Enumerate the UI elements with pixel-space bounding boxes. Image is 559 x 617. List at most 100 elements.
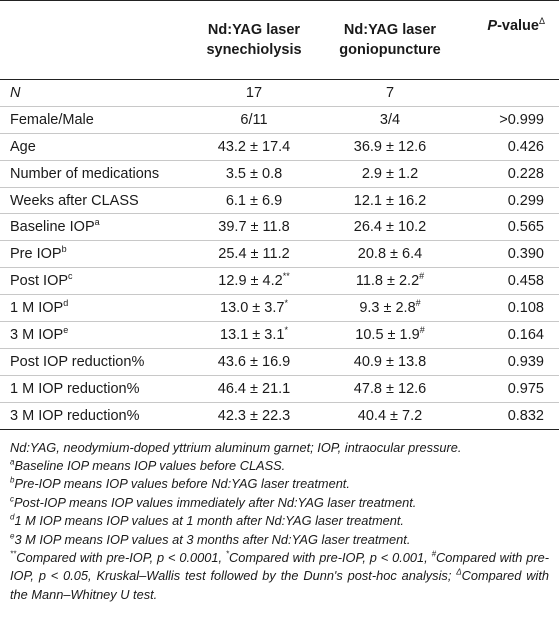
- footnote-abbrev: Nd:YAG, neodymium-doped yttrium aluminum…: [10, 439, 462, 455]
- goniopuncture-value: 26.4 ± 10.2: [353, 219, 427, 236]
- row-label: Baseline IOP: [10, 219, 95, 236]
- table-row: 1 M IOP reduction% 46.4 ± 21.1 47.8 ± 12.6…: [0, 375, 559, 403]
- row-label-cell: Age: [0, 133, 188, 161]
- goniopuncture-value: 47.8 ± 12.6: [353, 380, 427, 397]
- synechiolysis-value: 25.4 ± 11.2: [218, 246, 290, 263]
- synechiolysis-value: 13.1 ± 3.1: [220, 326, 285, 343]
- p-value-cell: 0.565: [460, 213, 559, 242]
- synechiolysis-sig-mark: *: [284, 298, 288, 309]
- goniopuncture-value: 11.8 ± 2.2: [355, 273, 420, 290]
- synechiolysis-value-cell: 25.4 ± 11.2: [188, 240, 320, 269]
- table-row: Post IOPc 12.9 ± 4.2** 11.8 ± 2.2# 0.458: [0, 267, 559, 296]
- sig-text-2: Compared with pre-IOP, p < 0.001,: [229, 550, 432, 566]
- synechiolysis-value: 46.4 ± 21.1: [217, 380, 291, 397]
- footnote-b-text: Pre-IOP means IOP values before Nd:YAG l…: [14, 476, 350, 492]
- p-value-cell: 0.939: [460, 348, 559, 376]
- goniopuncture-value: 12.1 ± 16.2: [353, 192, 427, 209]
- footnote-c-mark: c: [10, 494, 14, 504]
- synechiolysis-value-cell: 6/11: [188, 106, 320, 134]
- footnote-a-mark: a: [10, 457, 15, 467]
- table-row: Post IOP reduction% 43.6 ± 16.9 40.9 ± 13.…: [0, 348, 559, 376]
- row-label: 3 M IOP reduction%: [10, 407, 140, 424]
- header-synechiolysis-line2: synechiolysis: [206, 42, 302, 58]
- results-table: Nd:YAG laser synechiolysis Nd:YAG laser …: [0, 0, 559, 430]
- p-value-cell: 0.975: [460, 375, 559, 403]
- row-label-cell: Weeks after CLASS: [0, 187, 188, 215]
- goniopuncture-value: 10.5 ± 1.9: [355, 326, 420, 343]
- table-row: Age 43.2 ± 17.4 36.9 ± 12.6 0.426: [0, 133, 559, 161]
- row-label-sup: d: [63, 298, 69, 309]
- synechiolysis-value: 12.9 ± 4.2: [218, 273, 283, 290]
- table-row: 3 M IOPe 13.1 ± 3.1* 10.5 ± 1.9# 0.164: [0, 321, 559, 349]
- footnote-e-mark: e: [10, 531, 15, 541]
- row-label-cell: Female/Male: [0, 106, 188, 134]
- row-label: N: [10, 84, 21, 101]
- header-p-italic: P: [487, 17, 498, 34]
- sig-mark-4: Δ: [456, 568, 462, 578]
- footnote-c: cPost-IOP means IOP values immediately a…: [10, 494, 549, 512]
- sig-mark-2: *: [225, 549, 230, 559]
- header-goniopuncture-line1: Nd:YAG laser: [343, 22, 437, 38]
- synechiolysis-value: 6/11: [240, 111, 268, 128]
- synechiolysis-value-cell: 39.7 ± 11.8: [188, 213, 320, 242]
- table-row: 1 M IOPd 13.0 ± 3.7* 9.3 ± 2.8# 0.108: [0, 294, 559, 323]
- goniopuncture-value-cell: 40.9 ± 13.8: [320, 348, 460, 376]
- footnote-d-text: 1 M IOP means IOP values at 1 month afte…: [14, 513, 404, 529]
- row-label: Post IOP: [10, 273, 69, 290]
- table-row: Number of medications 3.5 ± 0.8 2.9 ± 1.2 0…: [0, 160, 559, 188]
- p-value-cell: 0.458: [460, 267, 559, 296]
- footnote-a: aBaseline IOP means IOP values before CL…: [10, 457, 549, 475]
- row-label-sup: a: [94, 217, 100, 228]
- row-label: Pre IOP: [10, 246, 62, 263]
- row-label-cell: Baseline IOPa: [0, 213, 188, 242]
- synechiolysis-value: 43.2 ± 17.4: [217, 138, 291, 155]
- goniopuncture-value-cell: 9.3 ± 2.8#: [320, 294, 460, 323]
- goniopuncture-value-cell: 40.4 ± 7.2: [320, 402, 460, 430]
- row-label: 1 M IOP: [10, 300, 64, 317]
- footnote-b: bPre-IOP means IOP values before Nd:YAG …: [10, 475, 549, 493]
- synechiolysis-value: 39.7 ± 11.8: [218, 219, 290, 236]
- goniopuncture-value: 40.4 ± 7.2: [357, 407, 423, 424]
- row-label-cell: Number of medications: [0, 160, 188, 188]
- p-value-cell: [460, 79, 559, 107]
- synechiolysis-sig-mark: *: [284, 325, 288, 336]
- synechiolysis-value: 17: [245, 84, 263, 101]
- row-label-sup: c: [68, 271, 73, 282]
- table-container: Nd:YAG laser synechiolysis Nd:YAG laser …: [0, 0, 559, 602]
- table-row: N 17 7: [0, 79, 559, 107]
- footnote-b-mark: b: [10, 476, 15, 486]
- sig-text-3: Compared with pre-IOP, p < 0.05, Kruskal…: [10, 550, 549, 584]
- synechiolysis-value: 13.0 ± 3.7: [220, 300, 285, 317]
- synechiolysis-value-cell: 13.0 ± 3.7*: [188, 294, 320, 323]
- table-row: Weeks after CLASS 6.1 ± 6.9 12.1 ± 16.2 0.2…: [0, 187, 559, 215]
- synechiolysis-value-cell: 17: [188, 79, 320, 107]
- goniopuncture-value-cell: 10.5 ± 1.9#: [320, 321, 460, 349]
- row-label: 3 M IOP: [10, 326, 64, 343]
- header-synechiolysis-line1: Nd:YAG laser: [207, 22, 301, 38]
- p-value-cell: 0.228: [460, 160, 559, 188]
- goniopuncture-value: 7: [385, 84, 395, 101]
- row-label-cell: 1 M IOPd: [0, 294, 188, 323]
- sig-text-1: Compared with pre-IOP, p < 0.0001,: [16, 550, 226, 566]
- row-label: Age: [10, 138, 36, 155]
- goniopuncture-sig-mark: #: [415, 298, 421, 309]
- row-label-cell: 1 M IOP reduction%: [0, 375, 188, 403]
- row-label: Number of medications: [10, 165, 160, 182]
- goniopuncture-value-cell: 47.8 ± 12.6: [320, 375, 460, 403]
- row-label-cell: 3 M IOP reduction%: [0, 402, 188, 430]
- footnote-d: d1 M IOP means IOP values at 1 month aft…: [10, 512, 549, 530]
- footnote-a-text: Baseline IOP means IOP values before CLA…: [14, 457, 286, 473]
- sig-text-4: Compared with the Mann–Whitney U test.: [10, 568, 549, 602]
- table-row: 3 M IOP reduction% 42.3 ± 22.3 40.4 ± 7.2 0…: [0, 402, 559, 430]
- synechiolysis-value-cell: 6.1 ± 6.9: [188, 187, 320, 215]
- header-p-value: P-valueΔ: [460, 0, 559, 80]
- synechiolysis-value-cell: 13.1 ± 3.1*: [188, 321, 320, 349]
- footnote-c-text: Post-IOP means IOP values immediately af…: [14, 494, 417, 510]
- footnote-e-text: 3 M IOP means IOP values at 3 months aft…: [14, 531, 411, 547]
- row-label-cell: 3 M IOPe: [0, 321, 188, 349]
- synechiolysis-value-cell: 43.2 ± 17.4: [188, 133, 320, 161]
- row-label-cell: N: [0, 79, 188, 107]
- p-value-cell: 0.426: [460, 133, 559, 161]
- synechiolysis-value: 6.1 ± 6.9: [225, 192, 283, 209]
- row-label-cell: Post IOP reduction%: [0, 348, 188, 376]
